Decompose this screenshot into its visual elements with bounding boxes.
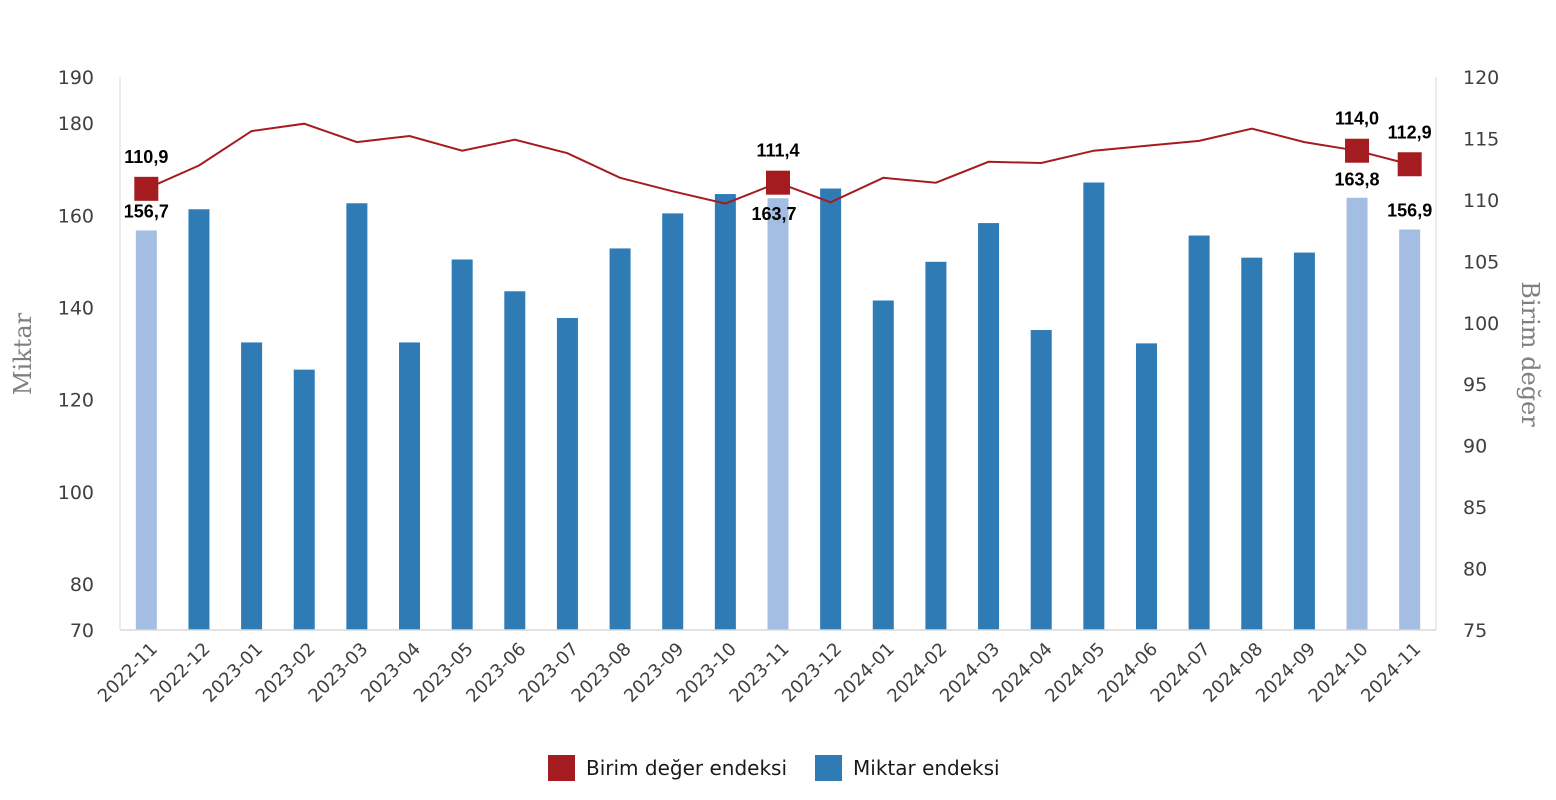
bar-2023-06 <box>504 291 526 630</box>
right-axis-title: Birim değer <box>1516 281 1544 427</box>
bar-2023-11 <box>767 198 789 631</box>
bar-2022-11 <box>135 230 157 630</box>
bar-2024-07 <box>1188 235 1210 630</box>
right-tick-label: 90 <box>1463 436 1487 458</box>
right-tick-label: 85 <box>1463 497 1487 519</box>
bar-2023-03 <box>346 203 368 631</box>
left-tick-label: 80 <box>70 574 94 596</box>
bar-2023-07 <box>556 318 578 630</box>
line-data-label: 112,9 <box>1388 122 1432 142</box>
bar-2024-01 <box>872 300 894 630</box>
bar-2024-06 <box>1135 343 1157 630</box>
line-series <box>134 122 1422 205</box>
line-data-label: 110,9 <box>124 147 168 167</box>
right-tick-label: 100 <box>1463 313 1499 335</box>
bar-2024-05 <box>1083 182 1105 631</box>
bar-data-label: 156,9 <box>1387 201 1432 221</box>
left-tick-label: 180 <box>58 113 94 135</box>
right-tick-label: 80 <box>1463 559 1487 581</box>
bar-2024-03 <box>978 223 1000 630</box>
bar-2023-10 <box>714 194 736 630</box>
left-axis-title: Miktar <box>9 312 37 395</box>
legend: Birim değer endeksi Miktar endeksi <box>548 755 1000 781</box>
bar-2024-11 <box>1399 229 1421 630</box>
legend-swatch-miktar <box>815 755 842 781</box>
right-tick-label: 105 <box>1463 251 1499 273</box>
legend-label-miktar: Miktar endeksi <box>853 756 1000 780</box>
right-tick-label: 120 <box>1463 67 1499 89</box>
left-tick-label: 70 <box>70 620 94 642</box>
line-marker-2022-11 <box>134 176 159 201</box>
right-tick-label: 75 <box>1463 620 1487 642</box>
left-tick-label: 100 <box>58 482 94 504</box>
line-marker-2024-11 <box>1397 152 1422 177</box>
bar-data-label: 156,7 <box>124 201 169 221</box>
right-tick-label: 110 <box>1463 190 1499 212</box>
legend-swatch-birim-deger <box>548 755 575 781</box>
line-marker-2024-10 <box>1345 138 1370 163</box>
bar-2023-02 <box>293 369 315 630</box>
bar-2022-12 <box>188 209 210 631</box>
line-marker-2023-11 <box>766 170 790 195</box>
line-data-label: 114,0 <box>1335 109 1379 129</box>
right-tick-label: 95 <box>1463 374 1487 396</box>
bar-2023-12 <box>820 188 842 630</box>
bar-2023-08 <box>609 248 631 630</box>
bar-2024-10 <box>1346 197 1368 630</box>
bar-2024-09 <box>1293 252 1315 630</box>
data-labels: 156,7 163,7 163,8 156,9 110,9 111,4 114,0 112,9 <box>124 109 1432 224</box>
left-tick-label: 140 <box>58 297 94 319</box>
legend-label-birim-deger: Birim değer endeksi <box>586 756 787 780</box>
bar-data-label: 163,8 <box>1335 170 1380 190</box>
bar-2023-09 <box>662 213 684 630</box>
bar-2024-02 <box>925 261 947 630</box>
left-axis-ticks: 70 80 100 120 140 160 180 190 <box>58 67 94 642</box>
left-tick-label: 120 <box>58 390 94 412</box>
left-tick-label: 190 <box>58 67 94 89</box>
bar-data-label: 163,7 <box>751 204 796 224</box>
x-axis-ticks: 2022-112022-122023-012023-022023-032023-… <box>94 639 1425 707</box>
left-tick-label: 160 <box>58 205 94 227</box>
right-tick-label: 115 <box>1463 128 1499 150</box>
line-data-label: 111,4 <box>756 141 799 161</box>
bar-2023-04 <box>399 342 421 630</box>
bar-2024-08 <box>1241 257 1263 630</box>
bar-2024-04 <box>1030 329 1052 630</box>
bar-2023-01 <box>241 342 263 630</box>
bar-series <box>135 182 1421 631</box>
right-axis-ticks: 75 80 85 90 95 100 105 110 115 120 <box>1463 67 1499 642</box>
bar-2023-05 <box>451 259 473 630</box>
